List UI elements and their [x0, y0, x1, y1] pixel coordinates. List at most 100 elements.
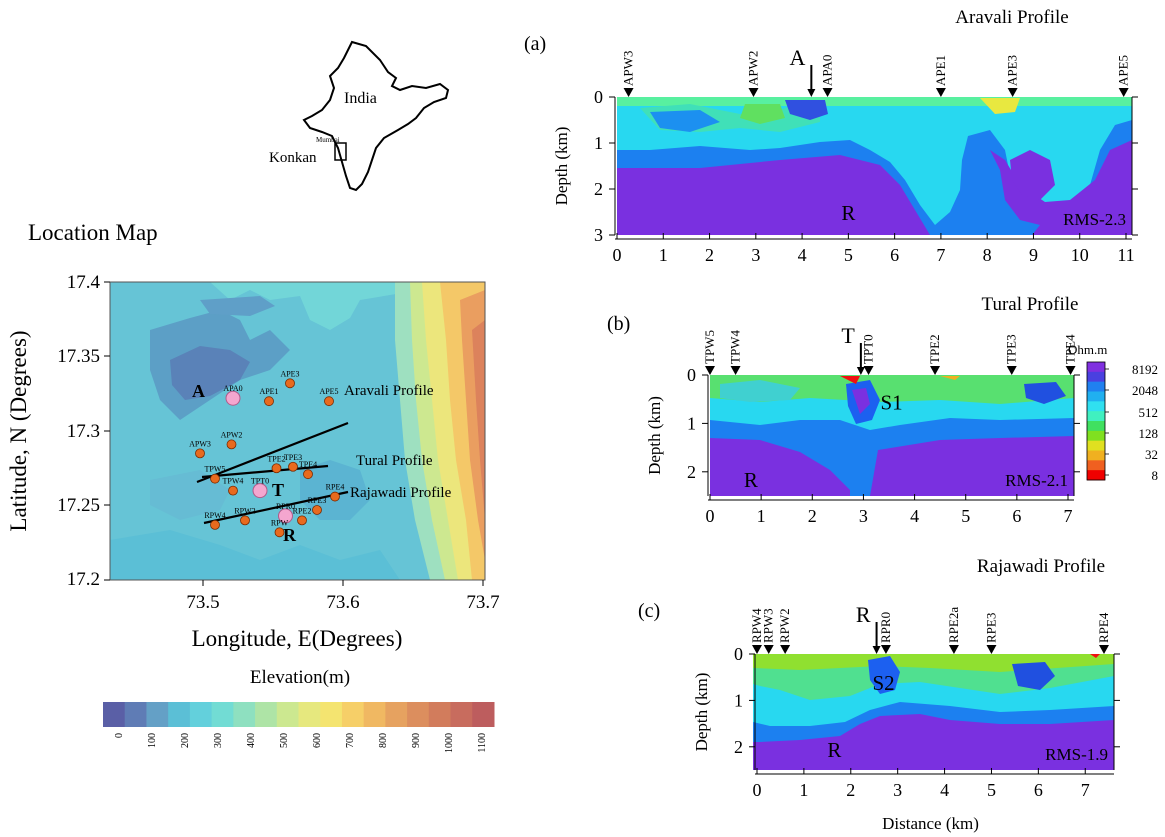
section-xtick-label: 8 — [983, 245, 992, 265]
section-station-label: TPE2 — [927, 334, 942, 364]
section-ytick-label: 0 — [687, 365, 696, 385]
elevation-swatch — [276, 702, 299, 727]
elevation-tick: 900 — [411, 733, 422, 748]
section-station-marker — [763, 645, 774, 654]
panel-c-label: (c) — [638, 600, 660, 622]
station-label: TPT0 — [251, 477, 269, 486]
station-label: RPW2 — [234, 506, 255, 515]
panel-a-label: (a) — [524, 33, 546, 55]
map-xtick-73.5: 73.5 — [186, 592, 219, 613]
station-marker — [297, 515, 307, 526]
section-station-marker — [986, 645, 997, 654]
rajawadi-colormap — [753, 654, 1114, 770]
section-station-marker — [1006, 366, 1017, 375]
resistivity-swatch — [1087, 401, 1105, 412]
section-arrowhead — [872, 646, 881, 654]
section-station-marker — [880, 645, 891, 654]
section-ylabel: Depth (km) — [645, 396, 664, 475]
section-xtick-label: 7 — [1064, 506, 1073, 526]
aravali-section-title: Aravali Profile — [955, 7, 1068, 28]
section-station-label: RPW3 — [761, 608, 776, 643]
elevation-swatch — [472, 702, 495, 727]
section-station-marker — [730, 366, 741, 375]
section-xtick-label: 0 — [753, 780, 762, 800]
station-main-marker — [252, 483, 268, 499]
elevation-contours — [110, 282, 485, 580]
resistivity-swatch — [1087, 450, 1105, 461]
station-label: TPW5 — [205, 465, 226, 474]
section-xtick-label: 1 — [659, 245, 668, 265]
section-xtick-label: 7 — [936, 245, 945, 265]
konkan-label: Konkan — [269, 150, 317, 166]
station-label: RPE3 — [308, 496, 327, 505]
section-ytick-label: 1 — [734, 690, 743, 710]
station-label: APE1 — [259, 387, 278, 396]
elevation-swatch — [407, 702, 430, 727]
section-xtick-label: 6 — [1012, 506, 1021, 526]
station-label: APE5 — [319, 387, 338, 396]
section-station-label: APW2 — [746, 51, 761, 86]
section-station-label: APE5 — [1116, 55, 1131, 86]
tural-colormap — [710, 375, 1074, 496]
section-station-label: RPE3 — [983, 613, 998, 643]
section-ytick-label: 0 — [594, 87, 603, 107]
section-xtick-label: 11 — [1117, 245, 1134, 265]
section-arrow-label: T — [841, 323, 855, 348]
resistivity-label: 128 — [1139, 426, 1159, 441]
section-xtick-label: 0 — [613, 245, 622, 265]
section-station-label: APA0 — [820, 55, 835, 86]
section-zone-label: S2 — [873, 671, 895, 695]
section-station-label: RPW2 — [777, 608, 792, 643]
station-label: RPR0 — [276, 502, 295, 511]
india-outline — [302, 40, 450, 192]
resistivity-label: 8192 — [1132, 362, 1158, 377]
station-label: APA0 — [223, 384, 242, 393]
section-rms-label: RMS-1.9 — [1045, 745, 1108, 764]
section-station-marker — [623, 88, 634, 97]
resistivity-label: 2048 — [1132, 383, 1158, 398]
elevation-tick: 1000 — [444, 733, 455, 753]
section-ytick-label: 1 — [687, 413, 696, 433]
location-map-title: Location Map — [28, 220, 158, 245]
station-label: TPE4 — [299, 460, 317, 469]
station-main-marker — [225, 390, 241, 406]
section-xtick-label: 9 — [1029, 245, 1038, 265]
elevation-swatch — [255, 702, 278, 727]
section-xtick-label: 5 — [961, 506, 970, 526]
station-marker — [195, 448, 205, 459]
section-zone-label: R — [841, 201, 855, 225]
section-station-marker — [752, 645, 762, 654]
section-xtick-label: 6 — [1034, 780, 1043, 800]
section-xtick-label: 1 — [757, 506, 766, 526]
section-station-marker — [863, 366, 874, 375]
section-axes: 0 1 2 3 4 5 6 7 8 9 10 11 0 1 2 3 Depth (km) APW3 APW2 APA0… — [552, 45, 1138, 265]
station-label: RPW — [271, 518, 289, 527]
section-station-label: APE3 — [1005, 55, 1020, 86]
section-ytick-label: 0 — [734, 644, 743, 664]
station-marker — [303, 469, 313, 480]
aravali-profile-label: Aravali Profile — [344, 383, 434, 399]
section-rms-label: RMS-2.3 — [1063, 210, 1126, 229]
resistivity-swatch — [1087, 391, 1105, 402]
resistivity-swatch — [1087, 411, 1105, 422]
station-label: TPE3 — [284, 453, 302, 462]
resistivity-frame — [1086, 361, 1106, 481]
section-xlabel: Distance (km) — [882, 814, 979, 833]
elevation-tick: 600 — [312, 733, 323, 748]
section-station-marker — [930, 366, 941, 375]
section-station-marker — [1065, 366, 1076, 375]
map-y-axis-label: Latitude, N (Degrees) — [6, 330, 31, 531]
rajawadi-profile-line — [203, 490, 349, 525]
elevation-swatch — [233, 702, 256, 727]
resistivity-swatch — [1087, 362, 1105, 373]
elevation-swatch — [450, 702, 473, 727]
section-zone-label: R — [827, 738, 841, 762]
section-station-marker — [705, 366, 715, 375]
map-ytick-17.3: 17.3 — [67, 421, 100, 442]
station-marker — [210, 473, 220, 484]
section-station-label: RPW4 — [749, 608, 764, 643]
section-xtick-label: 4 — [910, 506, 919, 526]
section-station-label: TPE4 — [1063, 334, 1078, 364]
